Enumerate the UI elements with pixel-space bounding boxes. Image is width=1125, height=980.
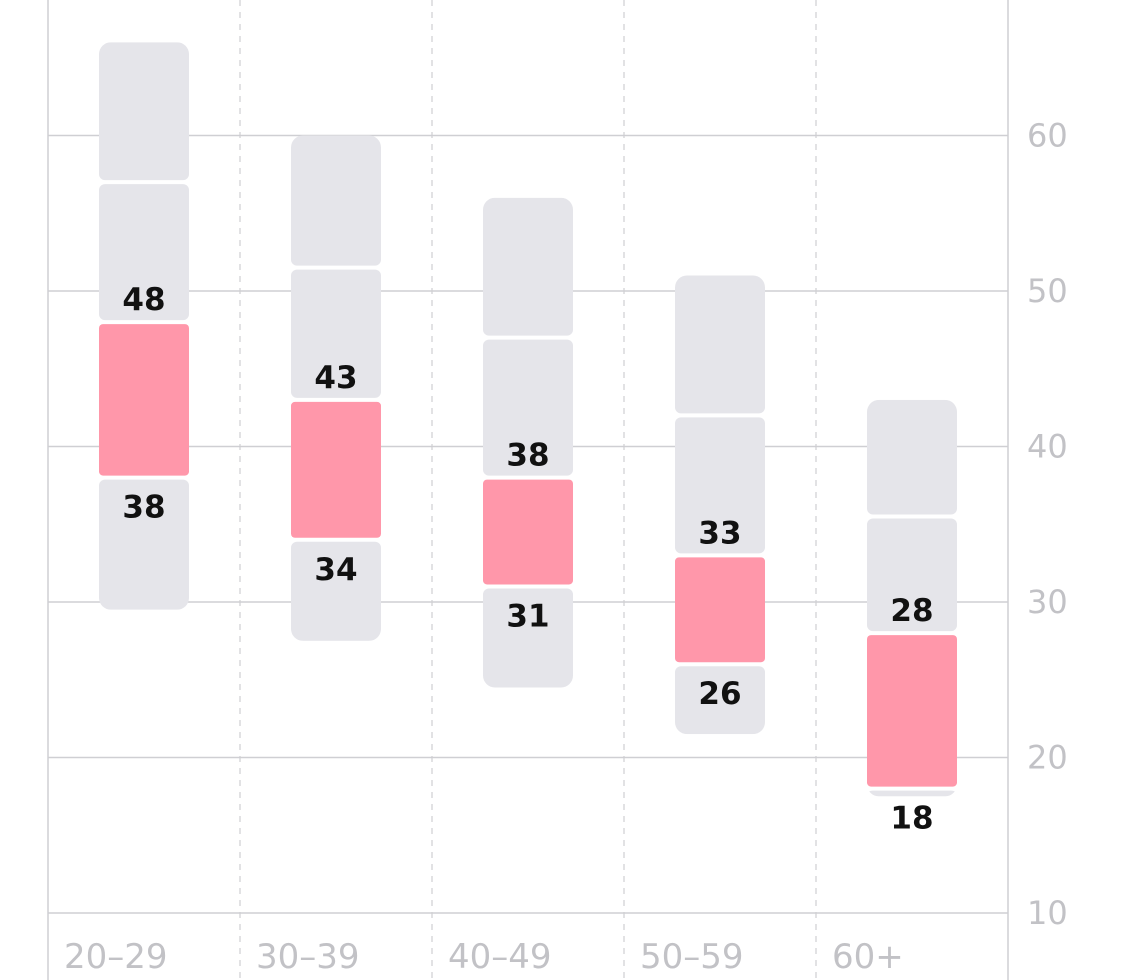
- range-bars: [99, 42, 957, 797]
- y-tick-label: 30: [1027, 583, 1068, 621]
- x-category-label: 60+: [832, 937, 904, 977]
- y-tick-label: 20: [1027, 739, 1068, 777]
- range-band-lower: [867, 790, 957, 797]
- y-tick-label: 60: [1027, 117, 1068, 155]
- x-category-label: 50–59: [640, 937, 744, 977]
- value-label-high: 38: [506, 438, 549, 474]
- value-label-low: 34: [314, 552, 357, 588]
- x-axis: 20–29 30–39 40–49 50–59 60+: [64, 937, 904, 977]
- x-category-label: 30–39: [256, 937, 360, 977]
- value-label-high: 43: [314, 360, 357, 396]
- value-label-high: 33: [698, 515, 741, 551]
- range-bar-group: [675, 275, 765, 735]
- range-bar-group: [483, 197, 573, 688]
- range-band-upper: [867, 518, 957, 632]
- range-band-top: [867, 399, 957, 515]
- value-label-low: 18: [890, 801, 933, 837]
- range-band-top: [99, 42, 189, 181]
- y-axis: 10 20 30 40 50 60: [1027, 117, 1068, 933]
- y-tick-label: 10: [1027, 894, 1068, 932]
- y-tick-label: 40: [1027, 428, 1068, 466]
- range-band-upper: [675, 417, 765, 554]
- range-bar-group: [291, 135, 381, 641]
- range-band-upper: [483, 339, 573, 476]
- value-label-low: 26: [698, 676, 741, 712]
- range-band-upper: [99, 184, 189, 321]
- x-category-label: 40–49: [448, 937, 552, 977]
- range-bar-group: [99, 42, 189, 610]
- value-label-high: 48: [122, 282, 165, 318]
- range-band-top: [291, 135, 381, 266]
- range-band-lower: [291, 541, 381, 641]
- range-band-lower: [99, 479, 189, 610]
- range-band-lower: [483, 588, 573, 688]
- range-bar-group: [867, 399, 957, 797]
- value-label-high: 28: [890, 593, 933, 629]
- value-label-low: 31: [506, 598, 549, 634]
- range-bar-highlight: [483, 479, 573, 585]
- range-band-top: [483, 197, 573, 336]
- range-band-top: [675, 275, 765, 414]
- range-bar-highlight: [99, 324, 189, 476]
- range-band-upper: [291, 269, 381, 398]
- value-label-low: 38: [122, 490, 165, 526]
- value-labels: 48 38 43 34 38 31 33 26 28 18: [122, 282, 933, 837]
- y-tick-label: 50: [1027, 272, 1068, 310]
- range-bar-highlight: [867, 635, 957, 787]
- range-band-lower: [675, 666, 765, 735]
- range-bar-highlight: [675, 557, 765, 663]
- range-bar-highlight: [291, 401, 381, 538]
- x-category-label: 20–29: [64, 937, 168, 977]
